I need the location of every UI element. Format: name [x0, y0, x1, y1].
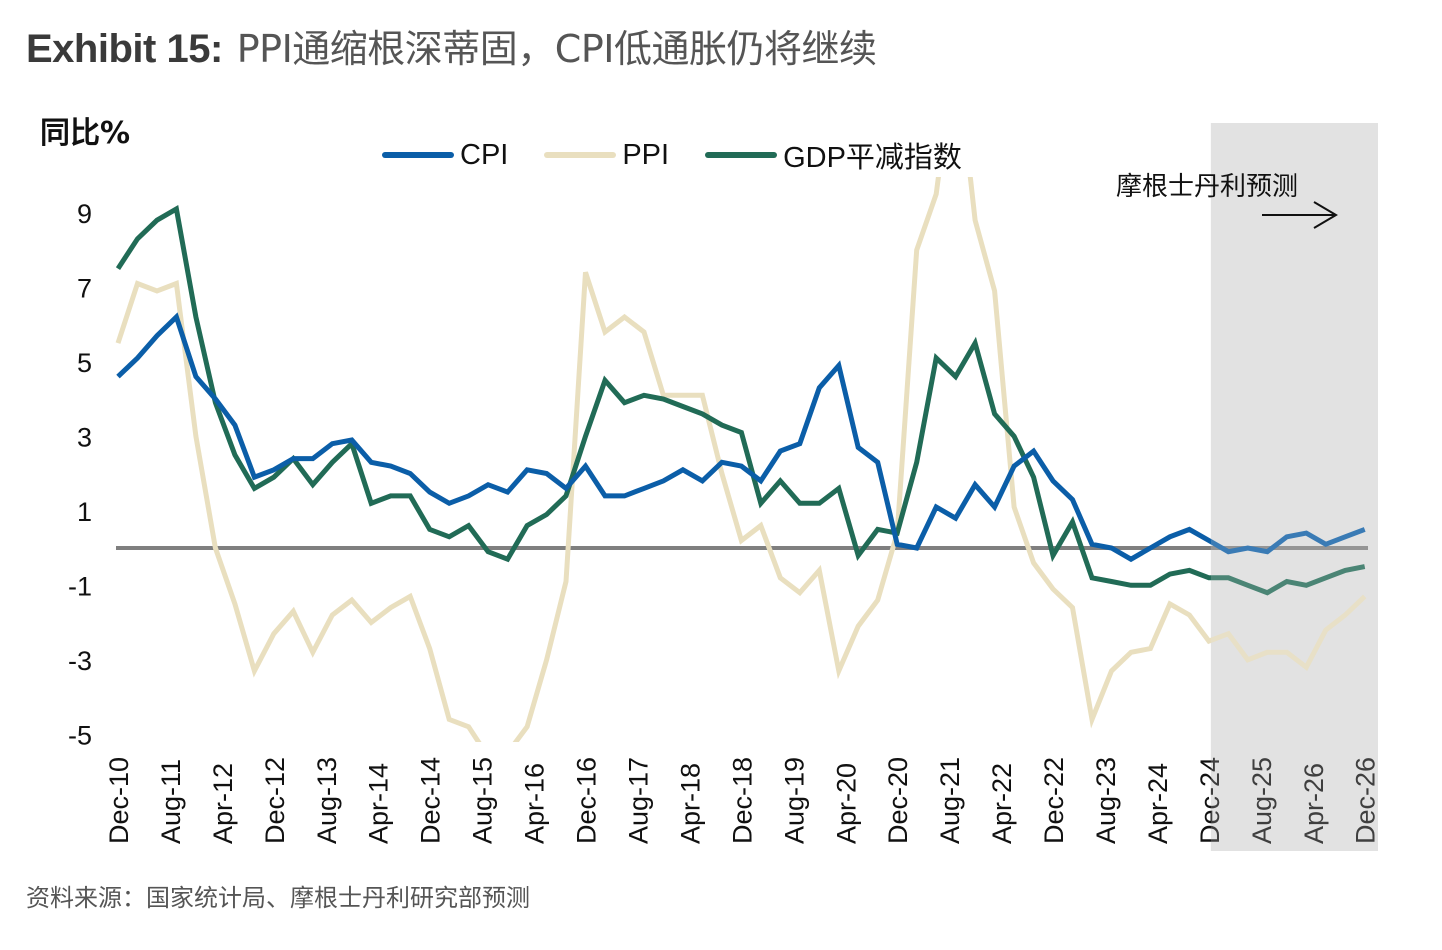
x-tick-label: Dec-10 — [104, 757, 134, 844]
x-tick-label: Dec-22 — [1039, 757, 1069, 844]
x-tick-label: Aug-13 — [312, 757, 342, 844]
y-tick-label: -1 — [68, 571, 92, 601]
forecast-overlay — [1210, 123, 1378, 851]
legend-swatch-ppi — [544, 152, 617, 158]
x-tick-label: Dec-16 — [572, 757, 602, 844]
y-tick-label: 9 — [77, 199, 92, 229]
x-tick-label: Aug-19 — [779, 757, 809, 844]
exhibit-number: Exhibit 15: — [26, 27, 223, 71]
legend-label-cpi: CPI — [460, 138, 509, 171]
x-tick-label: Apr-20 — [831, 763, 861, 844]
x-tick-label: Dec-14 — [416, 757, 446, 844]
x-tick-label: Aug-15 — [468, 757, 498, 844]
x-tick-label: Apr-18 — [675, 763, 705, 844]
y-tick-label: 3 — [77, 422, 92, 452]
x-tick-label: Apr-12 — [208, 763, 238, 844]
x-tick-label: Apr-22 — [987, 763, 1017, 844]
x-tick-label: Aug-17 — [623, 757, 653, 844]
legend: CPI PPI GDP平减指数 — [382, 134, 998, 176]
y-tick-label: 1 — [77, 497, 92, 527]
x-tick-label: Aug-11 — [156, 759, 186, 844]
y-tick-label: 5 — [77, 348, 92, 378]
y-axis-label: 同比% — [40, 116, 131, 151]
x-tick-label: Aug-25 — [1247, 757, 1277, 844]
chart-title-text: PPI通缩根深蒂固，CPI低通胀仍将继续 — [236, 27, 877, 71]
x-tick-label: Apr-24 — [1143, 763, 1173, 844]
x-tick-label: Dec-20 — [883, 757, 913, 844]
x-tick-label: Aug-21 — [935, 757, 965, 844]
legend-swatch-gdp-deflator — [705, 152, 778, 158]
legend-label-gdp-deflator: GDP平减指数 — [783, 142, 962, 174]
x-tick-label: Dec-24 — [1195, 757, 1225, 844]
series-group — [115, 177, 1367, 742]
legend-label-ppi: PPI — [622, 138, 670, 171]
x-tick-label: Dec-26 — [1351, 757, 1381, 844]
x-tick-label: Dec-12 — [260, 757, 290, 844]
forecast-arrowhead-icon — [1313, 201, 1338, 229]
legend-item-ppi: PPI — [544, 139, 669, 172]
y-tick-label: -5 — [68, 720, 92, 750]
chart-title: Exhibit 15: PPI通缩根深蒂固，CPI低通胀仍将继续 — [26, 18, 877, 73]
forecast-shade — [1210, 123, 1378, 851]
x-tick-label: Apr-16 — [520, 763, 550, 844]
x-tick-label: Apr-14 — [364, 763, 394, 844]
forecast-label: 摩根士丹利预测 — [1116, 172, 1299, 202]
x-tick-label: Aug-23 — [1091, 757, 1121, 844]
series-line-PPI — [115, 177, 1367, 742]
x-tick-label: Apr-26 — [1299, 763, 1329, 844]
legend-item-gdp-deflator: GDP平减指数 — [705, 134, 962, 176]
legend-item-cpi: CPI — [382, 139, 508, 172]
source-note: 资料来源：国家统计局、摩根士丹利研究部预测 — [26, 884, 530, 912]
y-tick-label: -3 — [68, 646, 92, 676]
x-tick-label: Dec-18 — [727, 757, 757, 844]
legend-swatch-cpi — [382, 152, 454, 158]
y-tick-label: 7 — [77, 273, 92, 303]
